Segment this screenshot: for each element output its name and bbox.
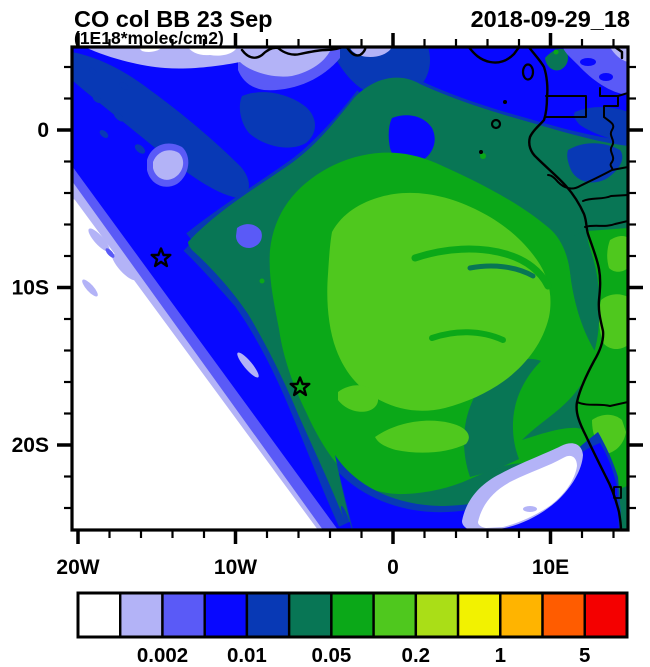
speckle-green-cameroon xyxy=(553,49,559,55)
region-teal-cameroon-patch xyxy=(545,48,568,71)
region-darkblue-nw-band xyxy=(72,52,249,198)
region-lightgreen-land-1 xyxy=(607,235,628,272)
coastline-niger-delta xyxy=(467,47,521,64)
colorbar-label: 0.01 xyxy=(227,644,267,667)
plot-units: (1E18*molec/cm2) xyxy=(74,28,224,48)
border-rio-muni xyxy=(545,95,587,118)
island-bioko xyxy=(521,63,535,81)
colorbar-label: 1 xyxy=(495,644,506,667)
colorbar-label: 0.2 xyxy=(402,644,431,667)
speckle-dark-4 xyxy=(134,144,146,154)
speckle-blue-ne-2 xyxy=(599,73,613,81)
colorbar-cell xyxy=(330,591,375,639)
island-annobon-dot xyxy=(479,150,483,154)
streak-violet xyxy=(105,248,115,258)
speckle-blue-ne-1 xyxy=(580,58,596,66)
colorbar-label: 0.002 xyxy=(137,644,188,667)
axis-ticks xyxy=(57,33,643,544)
colorbar-cell xyxy=(372,591,418,639)
speckle-dark-2 xyxy=(114,112,124,122)
region-periwinkle-top-band xyxy=(85,47,332,77)
y-tick-label: 0 xyxy=(37,119,49,142)
star-marker-icon xyxy=(150,247,172,268)
island-sao-tome xyxy=(490,118,502,130)
region-periwinkle-ne-sliver xyxy=(610,47,628,62)
colorbar-cell xyxy=(583,591,629,639)
x-tick-label: 10W xyxy=(214,556,257,579)
border-congo-angola xyxy=(582,194,628,228)
fleck-periwinkle-pocket xyxy=(523,506,537,512)
border-gabon-congo xyxy=(547,116,628,190)
region-darkblue-wedge xyxy=(239,92,315,148)
x-tick-label: 20W xyxy=(56,556,99,579)
colorbar-cell xyxy=(541,591,586,639)
colorbar-label: 0.05 xyxy=(311,644,351,667)
streak-periwinkle-4 xyxy=(237,352,259,378)
contour-field xyxy=(72,47,628,530)
colorbar-labels: 0.002 0.01 0.05 0.2 1 5 xyxy=(137,644,591,667)
region-lightgreen-core xyxy=(327,192,551,411)
streak-periwinkle-3 xyxy=(82,279,98,297)
wisp-green-2 xyxy=(429,329,506,343)
colorbar-cell xyxy=(119,591,164,639)
y-tick-label: 10S xyxy=(12,277,49,300)
region-lightgreen-arm-1 xyxy=(338,385,379,412)
x-axis-labels: 20W 10W 0 10E xyxy=(56,556,569,579)
colorbar-label: 5 xyxy=(579,644,590,667)
speckle-dark-5 xyxy=(89,67,97,75)
region-violet-speck-mid xyxy=(236,224,262,248)
border-cameroon-gabon xyxy=(599,87,628,118)
colorbar-cell xyxy=(456,591,502,639)
y-axis-labels: 0 10S 20S xyxy=(12,119,49,457)
colorbar-cell xyxy=(499,591,544,639)
region-blue-south-band xyxy=(339,443,619,530)
x-tick-label: 0 xyxy=(387,556,399,579)
plot-title: CO col BB 23 Sep xyxy=(74,6,273,32)
coastline-corner-fragment xyxy=(613,47,624,60)
star-marker-icon xyxy=(289,376,311,397)
x-tick-label: 10E xyxy=(532,556,569,579)
colorbar-cell xyxy=(287,591,333,639)
region-darkblue-congo xyxy=(574,107,628,142)
region-white-top-pocket-1 xyxy=(188,47,237,56)
region-periwinkle-nw-pocket xyxy=(153,150,184,180)
speckle-green-1 xyxy=(480,153,486,159)
colorbar-border xyxy=(76,591,629,639)
speckle-dark-1 xyxy=(92,95,102,103)
island-principe-dot xyxy=(503,100,507,104)
streak-periwinkle-2 xyxy=(112,253,136,281)
plot-datetime: 2018-09-29_18 xyxy=(471,6,630,32)
colorbar-cell xyxy=(161,591,206,639)
colorbar-cell xyxy=(414,591,460,639)
border-layer xyxy=(545,87,628,407)
streak-periwinkle-1 xyxy=(88,228,110,252)
wisp-teal xyxy=(467,263,536,279)
coast-lagoon-box xyxy=(613,486,622,499)
speckle-dark-3 xyxy=(99,130,109,138)
region-violet-ne-corner xyxy=(563,47,628,95)
colorbar-cell xyxy=(245,591,291,639)
coastline-africa-west xyxy=(527,47,623,530)
y-tick-label: 20S xyxy=(12,434,49,457)
coastline-layer xyxy=(240,47,624,530)
region-lightgreen-arm-2 xyxy=(375,420,469,453)
region-lightgreen-land-2 xyxy=(599,294,628,350)
border-angola-namibia xyxy=(576,401,628,407)
region-white-pocket xyxy=(478,455,577,528)
colorbar-cell xyxy=(76,591,122,639)
colorbar xyxy=(76,591,629,639)
speckle-dark-6 xyxy=(119,82,129,90)
colorbar-cell xyxy=(203,591,249,639)
region-blue-wedge-inlet xyxy=(388,115,435,165)
wisp-green-1 xyxy=(411,245,552,290)
speckle-green-2 xyxy=(259,278,265,284)
